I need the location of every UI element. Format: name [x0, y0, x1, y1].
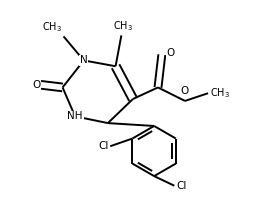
Text: NH: NH [67, 111, 83, 121]
Text: O: O [32, 80, 40, 89]
Text: CH$_3$: CH$_3$ [113, 20, 133, 33]
Text: O: O [167, 48, 175, 58]
Text: Cl: Cl [98, 141, 108, 151]
Text: CH$_3$: CH$_3$ [42, 21, 62, 34]
Text: O: O [181, 86, 189, 96]
Text: CH$_3$: CH$_3$ [210, 86, 230, 100]
Text: Cl: Cl [176, 181, 187, 191]
Text: N: N [80, 55, 88, 66]
